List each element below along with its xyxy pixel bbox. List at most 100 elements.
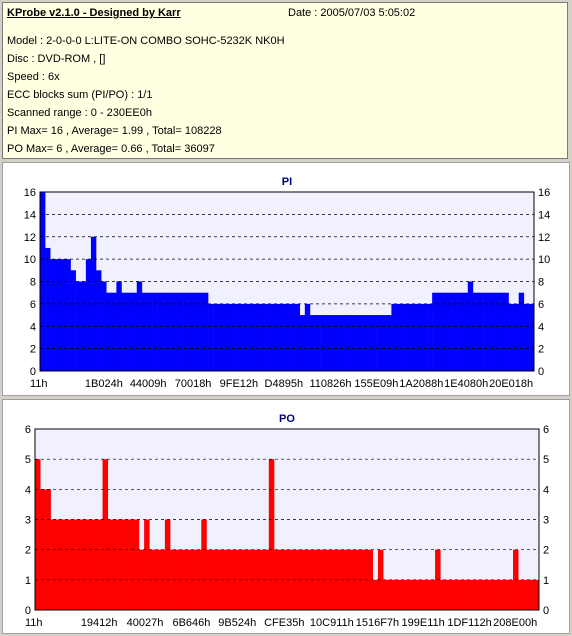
data-bar (222, 549, 228, 610)
data-bar (233, 303, 239, 372)
data-bar (102, 459, 109, 610)
data-bar (96, 270, 102, 371)
x-tick-label: 1A2088h (399, 378, 443, 390)
data-bar (101, 281, 107, 371)
y-tick-label-left: 14 (24, 209, 36, 221)
x-tick-label: 40027h (127, 617, 164, 629)
app-title: KProbe v2.1.0 - Designed by Karr (7, 7, 181, 19)
data-bar (258, 549, 264, 610)
data-bar (133, 519, 140, 610)
x-tick-label: 11h (25, 617, 43, 629)
po-chart-panel: PO 0 0 1 1 2 2 3 3 4 4 5 5 6 6 11h 19412h 40027h 6B646h 9B5… (2, 399, 570, 634)
data-bar (437, 292, 443, 371)
data-bar (477, 292, 484, 371)
data-bar (164, 519, 171, 610)
data-bar (90, 236, 97, 371)
y-tick-label-left: 10 (24, 254, 36, 266)
data-bar (243, 303, 250, 372)
data-bar (216, 549, 223, 610)
y-tick-label-right: 8 (538, 277, 544, 289)
speed-line: Speed : 6x (7, 71, 60, 83)
data-bar (416, 303, 423, 372)
data-bar (144, 519, 150, 610)
data-bar (472, 292, 479, 371)
data-bar (50, 259, 56, 372)
data-bar (403, 579, 410, 610)
y-tick-label-right: 14 (538, 209, 550, 221)
data-bar (197, 292, 204, 371)
data-bar (396, 303, 402, 372)
data-bar (112, 519, 119, 610)
y-tick-label-left: 6 (30, 299, 36, 311)
data-bar (325, 549, 332, 610)
data-bar (488, 292, 494, 371)
data-bar (330, 315, 336, 371)
data-bar (450, 579, 457, 610)
data-bar (111, 292, 117, 371)
ecc-line: ECC blocks sum (PI/PO) : 1/1 (7, 89, 153, 101)
data-bar (128, 519, 135, 610)
data-bar (518, 579, 524, 610)
x-tick-label: 9B524h (218, 617, 256, 629)
data-bar (315, 315, 321, 371)
x-tick-label: 11h (30, 378, 48, 390)
data-bar (131, 292, 138, 371)
data-bar (268, 459, 275, 610)
data-bar (320, 315, 326, 371)
data-bar (258, 303, 265, 372)
y-tick-label-right: 5 (543, 454, 549, 466)
data-bar (502, 579, 509, 610)
data-bar (213, 303, 219, 372)
y-tick-label-left: 5 (25, 454, 31, 466)
data-bar (201, 519, 207, 610)
data-bar (253, 303, 260, 372)
data-bar (419, 579, 425, 610)
x-tick-label: 199E11h (402, 617, 445, 629)
data-bar (263, 549, 270, 610)
y-tick-label-right: 6 (543, 424, 549, 436)
data-bar (86, 519, 93, 610)
data-bar (406, 303, 413, 372)
data-bar (483, 292, 489, 371)
y-tick-label-right: 4 (538, 321, 544, 333)
data-bar (208, 303, 214, 372)
y-tick-label-left: 6 (25, 424, 31, 436)
y-tick-label-left: 0 (30, 366, 36, 378)
data-bar (97, 519, 103, 610)
data-bar (71, 519, 77, 610)
data-bar (360, 315, 367, 371)
data-bar (355, 315, 362, 371)
x-tick-label: 10C911h (310, 617, 354, 629)
y-tick-label-left: 12 (24, 232, 36, 244)
x-tick-label: 155E09h (354, 378, 398, 390)
data-bar (55, 259, 61, 372)
data-bar (455, 579, 462, 610)
data-bar (126, 292, 132, 371)
data-bar (202, 292, 209, 371)
data-bar (309, 315, 316, 371)
data-bar (60, 259, 66, 372)
data-bar (279, 303, 285, 372)
y-tick-label-left: 3 (25, 515, 31, 527)
data-bar (429, 579, 436, 610)
data-bar (440, 579, 446, 610)
data-bar (274, 303, 280, 372)
data-bar (421, 303, 428, 372)
data-bar (424, 579, 431, 610)
y-tick-label-left: 8 (30, 277, 36, 289)
data-bar (398, 579, 405, 610)
y-tick-label-right: 2 (538, 344, 544, 356)
range-line: Scanned range : 0 - 230EE0h (7, 107, 152, 119)
data-bar (388, 579, 394, 610)
data-bar (335, 315, 341, 371)
data-bar (376, 315, 382, 371)
data-bar (218, 303, 224, 372)
pi-chart: PI 0 0 2 2 4 4 6 6 8 8 10 10 12 12 14 14 16 16 11h 1B024h 440… (24, 176, 551, 390)
data-bar (138, 549, 145, 610)
data-bar (65, 259, 71, 372)
data-bar (414, 579, 420, 610)
y-tick-label-right: 3 (543, 515, 549, 527)
data-bar (70, 270, 76, 371)
data-bar (381, 315, 387, 371)
data-bar (35, 459, 41, 610)
